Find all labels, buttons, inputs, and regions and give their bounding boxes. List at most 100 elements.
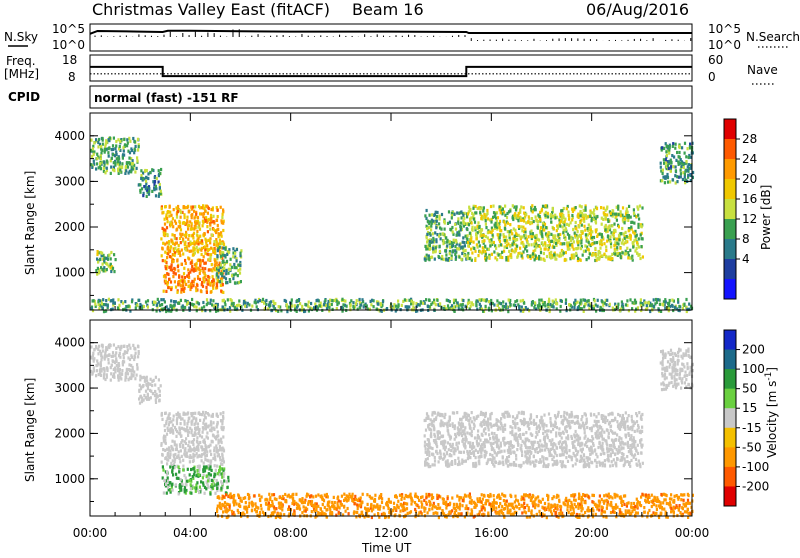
scatter-point [417,303,419,306]
scatter-point [195,286,197,289]
scatter-point [195,213,197,216]
scatter-point [139,378,141,381]
scatter-point [509,253,511,256]
scatter-point [203,212,205,215]
scatter-point [552,215,554,218]
scatter-point [217,249,219,252]
scatter-point [611,224,613,227]
scatter-point [202,301,204,304]
scatter-point [103,167,105,170]
scatter-point [165,267,167,270]
scatter-point [446,244,448,247]
scatter-point [447,222,449,225]
scatter-point [473,247,475,250]
scatter-point [466,431,468,434]
scatter-point [232,277,234,280]
scatter-point [131,166,133,169]
scatter-point [580,455,582,458]
scatter-point [441,255,443,258]
scatter-point [579,221,581,224]
scatter-point [188,449,190,452]
scatter-point [639,257,641,260]
scatter-point [158,195,160,198]
scatter-point [483,206,485,209]
scatter-point [156,177,158,180]
scatter-point [181,275,183,278]
scatter-point [137,355,139,358]
scatter-point [553,305,555,308]
scatter-point [475,233,477,236]
scatter-point [207,483,209,486]
scatter-point [523,461,525,464]
colorbar-segment [724,279,736,300]
scatter-point [514,250,516,253]
scatter-point [239,272,241,275]
scatter-point [626,207,628,210]
scatter-point [601,414,603,417]
scatter-point [212,275,214,278]
scatter-point [159,304,161,307]
scatter-point [251,305,253,308]
scatter-point [202,411,204,414]
scatter-point [527,241,529,244]
scatter-point [199,241,201,244]
scatter-point [507,230,509,233]
scatter-point [669,180,671,183]
scatter-point [471,301,473,304]
scatter-point [501,450,503,453]
scatter-point [533,243,535,246]
scatter-point [159,172,161,175]
scatter-point [483,430,485,433]
scatter-point [150,390,152,393]
scatter-point [639,205,641,208]
scatter-point [580,418,582,421]
scatter-point [103,374,105,377]
scatter-point [191,213,193,216]
scatter-point [188,210,190,213]
scatter-point [596,215,598,218]
scatter-point [624,221,626,224]
scatter-point [185,233,187,236]
scatter-point [524,247,526,250]
scatter-point [673,155,675,158]
scatter-point [176,259,178,262]
scatter-point [197,275,199,278]
scatter-point [244,305,246,308]
scatter-point [203,465,205,468]
scatter-point [516,422,518,425]
scatter-point [219,246,221,249]
scatter-point [176,216,178,219]
scatter-point [111,157,113,160]
scatter-point [597,253,599,256]
scatter-point [601,235,603,238]
nave-label: Nave [747,63,778,77]
scatter-point [487,418,489,421]
scatter-point [539,218,541,221]
scatter-point [183,213,185,216]
scatter-point [187,268,189,271]
scatter-point [453,450,455,453]
scatter-point [669,146,671,149]
scatter-point [159,399,161,402]
scatter-point [189,479,191,482]
scatter-point [317,299,319,302]
scatter-point [160,168,162,171]
scatter-point [470,239,472,242]
nsearch-label: N.Search [746,30,800,44]
scatter-point [136,167,138,170]
scatter-point [532,252,534,255]
scatter-point [491,253,493,256]
scatter-point [555,238,557,241]
scatter-point [687,169,689,172]
scatter-point [167,417,169,420]
scatter-point [226,269,228,272]
scatter-point [438,255,440,258]
scatter-point [526,249,528,252]
scatter-point [579,302,581,305]
scatter-point [581,415,583,418]
scatter-point [254,301,256,304]
scatter-point [627,444,629,447]
scatter-point [429,244,431,247]
scatter-point [184,259,186,262]
scatter-point [285,300,287,303]
